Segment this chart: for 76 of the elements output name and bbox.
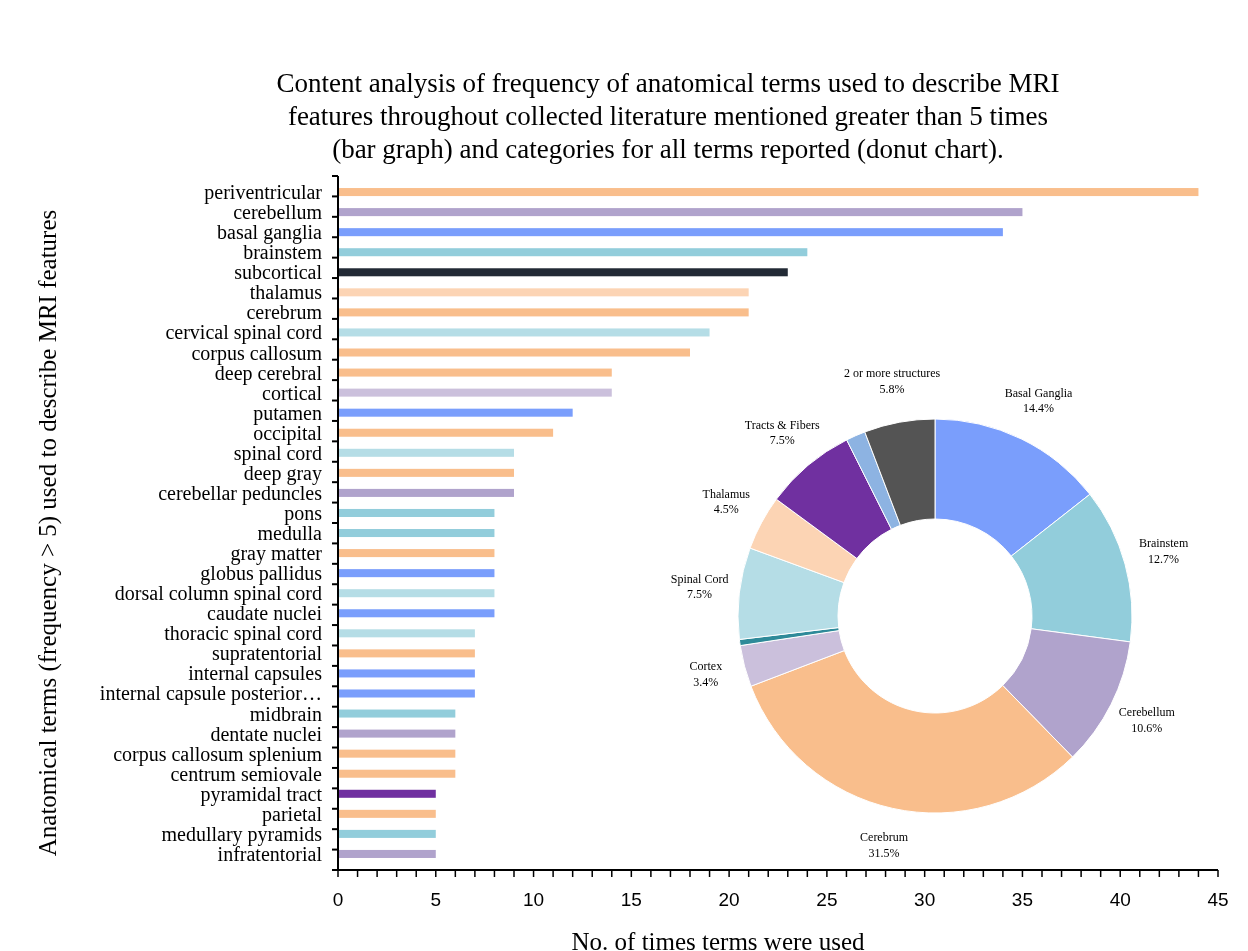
bar xyxy=(338,729,456,738)
bar xyxy=(338,669,475,678)
x-tick-label: 15 xyxy=(620,889,642,910)
bar xyxy=(338,368,612,377)
slice-label: Cortex xyxy=(689,659,723,674)
bar xyxy=(338,809,436,818)
bar xyxy=(338,849,436,858)
y-tick-label: cerebrum xyxy=(246,301,323,324)
slice-label: Cerebellum xyxy=(1118,705,1176,720)
bar xyxy=(338,448,514,457)
bar xyxy=(338,709,456,718)
bar xyxy=(338,629,475,638)
data-label: 7.5% xyxy=(769,433,795,448)
y-tick-label: midbrain xyxy=(249,702,322,725)
slice-label: Brainstem xyxy=(1138,536,1189,551)
y-tick-label: cervical spinal cord xyxy=(165,321,322,345)
data-label: 3.4% xyxy=(693,674,719,689)
y-tick-label: cortical xyxy=(262,381,323,404)
bar xyxy=(338,609,495,618)
y-tick-label: thalamus xyxy=(249,281,323,304)
x-axis-title: No. of times terms were used xyxy=(571,928,865,951)
bar xyxy=(338,428,554,437)
x-tick-label: 5 xyxy=(430,889,442,910)
bar xyxy=(338,408,573,417)
bar xyxy=(338,188,1199,197)
bar xyxy=(338,288,749,297)
slice-label: Spinal Cord xyxy=(670,571,729,586)
y-tick-label: thoracic spinal cord xyxy=(164,622,322,646)
y-tick-label: dentate nuclei xyxy=(210,722,323,745)
slice-label: Thalamus xyxy=(702,486,751,501)
slice-label: Tracts & Fibers xyxy=(744,417,820,432)
x-tick-label: 30 xyxy=(914,889,936,910)
data-label: 7.5% xyxy=(687,587,713,602)
bar xyxy=(338,789,436,798)
y-tick-label: subcortical xyxy=(234,261,323,284)
x-tick-label: 45 xyxy=(1207,889,1229,910)
bar xyxy=(338,749,456,758)
slice-label: Cerebrum xyxy=(860,830,909,845)
bar xyxy=(338,829,436,838)
bar xyxy=(338,649,475,658)
data-label: 5.8% xyxy=(879,381,905,396)
data-label: 14.4% xyxy=(1023,401,1055,416)
bar xyxy=(338,468,514,477)
bar xyxy=(338,348,690,357)
x-tick-label: 10 xyxy=(522,889,545,910)
bar xyxy=(338,569,495,578)
bar xyxy=(338,529,495,538)
bar xyxy=(338,488,514,497)
bar xyxy=(338,208,1023,217)
bar xyxy=(338,248,808,257)
x-tick-label: 20 xyxy=(718,889,740,910)
x-tick-label: 40 xyxy=(1109,889,1131,910)
data-label: 4.5% xyxy=(713,502,739,517)
bar xyxy=(338,388,612,397)
bar xyxy=(338,268,788,277)
y-tick-label: putamen xyxy=(253,401,322,425)
y-tick-label: corpus callosum splenium xyxy=(113,742,323,766)
y-tick-label: pons xyxy=(284,501,323,525)
data-label: 10.6% xyxy=(1131,720,1163,735)
data-label: 31.5% xyxy=(868,846,900,861)
bar xyxy=(338,508,495,517)
chart-title: Content analysis of frequency of anatomical terms used to describe MRI features throughout collected literature mentioned greater than 5 times (bar graph) and categories for all terms reported (donut chart). xyxy=(276,68,1060,164)
bar xyxy=(338,589,495,598)
bar xyxy=(338,689,475,698)
x-tick-label: 0 xyxy=(332,889,344,910)
bar xyxy=(338,228,1003,237)
bar xyxy=(338,549,495,558)
slice-label: Basal Ganglia xyxy=(1004,385,1074,400)
x-tick-label: 25 xyxy=(816,889,838,910)
x-tick-label: 35 xyxy=(1011,889,1034,910)
bar xyxy=(338,328,710,337)
bar xyxy=(338,769,456,778)
slice-label: 2 or more structures xyxy=(843,365,941,380)
data-label: 12.7% xyxy=(1148,552,1180,567)
y-axis-title: Anatomical terms (frequency > 5) used to describe MRI features xyxy=(34,209,62,857)
bar xyxy=(338,308,749,317)
